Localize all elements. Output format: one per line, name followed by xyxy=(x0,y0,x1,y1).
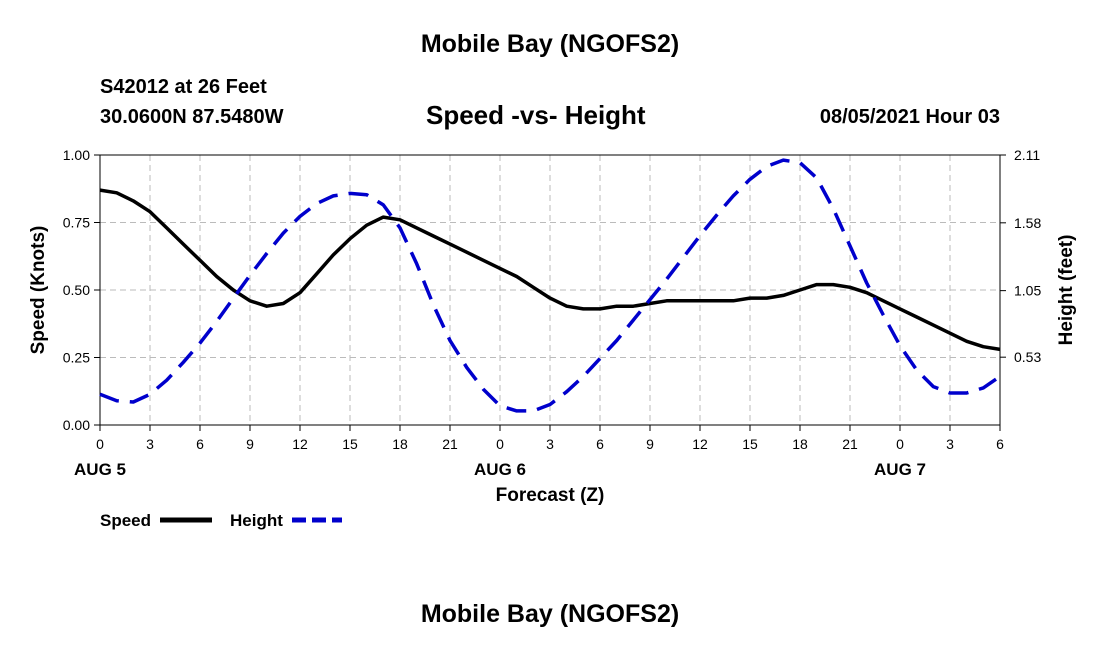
y-tick-label: 0.50 xyxy=(63,282,90,298)
x-tick-label: 6 xyxy=(596,436,604,452)
x-tick-label: 18 xyxy=(392,436,408,452)
x-tick-label: 9 xyxy=(246,436,254,452)
x-tick-label: 3 xyxy=(146,436,154,452)
x-tick-label: 15 xyxy=(342,436,358,452)
y2-axis-label: Height (feet) xyxy=(1056,235,1077,346)
y-tick-label: 1.00 xyxy=(63,147,90,163)
x-tick-label: 12 xyxy=(692,436,708,452)
x-tick-label: 0 xyxy=(496,436,504,452)
y2-tick-label: 2.11 xyxy=(1014,147,1040,163)
chart-subtitle: Speed -vs- Height xyxy=(426,100,646,130)
speed-series-line xyxy=(99,188,1001,352)
chart-title-bottom: Mobile Bay (NGOFS2) xyxy=(420,600,680,628)
y-tick-label: 0.75 xyxy=(63,215,90,231)
legend-label-speed: Speed xyxy=(100,511,151,530)
station-label: S42012 at 26 Feet xyxy=(100,76,267,98)
plot-frame xyxy=(99,154,1001,426)
x-tick-label: 3 xyxy=(546,436,554,452)
x-tick-label: 21 xyxy=(842,436,858,452)
chart-title-top: Mobile Bay (NGOFS2) xyxy=(420,30,680,58)
height-series-line xyxy=(99,158,1001,413)
forecast-datetime: 08/05/2021 Hour 03 xyxy=(819,106,1000,128)
x-tick-label: 9 xyxy=(646,436,654,452)
y-axis-label: Speed (Knots) xyxy=(28,226,49,355)
x-tick-label: 21 xyxy=(442,436,458,452)
x-tick-label: 0 xyxy=(96,436,104,452)
date-label: AUG 6 xyxy=(474,460,526,479)
coordinates-label: 30.0600N 87.5480W xyxy=(100,106,284,128)
y2-tick-label: 1.58 xyxy=(1014,215,1041,231)
x-tick-label: 18 xyxy=(792,436,808,452)
date-label: AUG 5 xyxy=(74,460,126,479)
x-tick-label: 6 xyxy=(196,436,204,452)
y2-tick-label: 0.53 xyxy=(1014,349,1041,365)
legend-label-height: Height xyxy=(230,511,283,530)
y-tick-label: 0.00 xyxy=(63,417,90,433)
y-tick-label: 0.25 xyxy=(63,350,90,366)
x-tick-label: 3 xyxy=(946,436,954,452)
x-axis-label: Forecast (Z) xyxy=(496,485,605,506)
x-tick-label: 6 xyxy=(996,436,1004,452)
y2-tick-label: 1.05 xyxy=(1014,283,1041,299)
x-tick-label: 15 xyxy=(742,436,758,452)
x-tick-label: 0 xyxy=(896,436,904,452)
date-label: AUG 7 xyxy=(874,460,926,479)
x-tick-label: 12 xyxy=(292,436,308,452)
